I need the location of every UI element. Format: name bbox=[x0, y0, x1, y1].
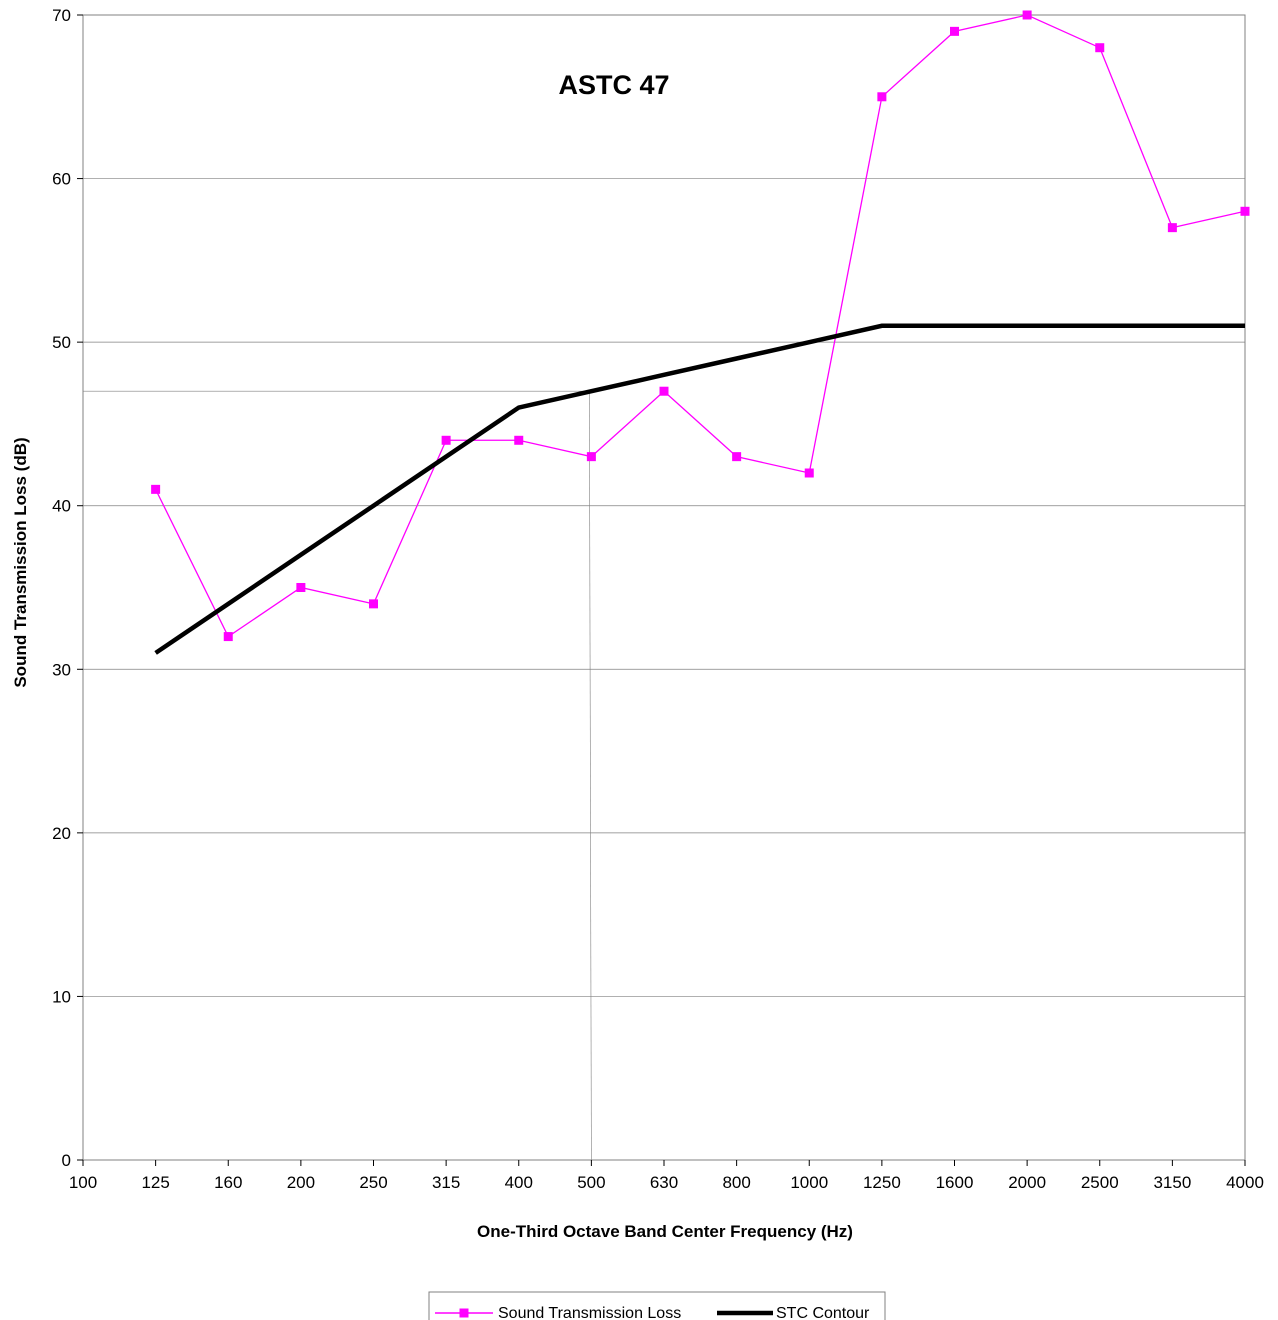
x-tick-label-2000: 2000 bbox=[1008, 1173, 1046, 1192]
x-tick-label-1000: 1000 bbox=[790, 1173, 828, 1192]
data-point-200 bbox=[296, 583, 306, 592]
x-axis-ticks: 100 125 160 200 250 315 400 500 630 800 1000 1250 16… bbox=[69, 1160, 1264, 1192]
data-point-1600 bbox=[950, 26, 959, 36]
x-tick-label-500: 500 bbox=[577, 1173, 605, 1192]
data-point-3150 bbox=[1167, 223, 1177, 233]
y-axis-title: Sound Transmission Loss (dB) bbox=[11, 437, 30, 687]
legend-box bbox=[428, 1291, 886, 1320]
y-tick-label-20: 20 bbox=[52, 824, 71, 843]
legend: Sound Transmission Loss STC Contour bbox=[428, 1291, 886, 1320]
data-point-160 bbox=[223, 632, 233, 642]
data-point-1250 bbox=[877, 92, 887, 102]
x-tick-label-160: 160 bbox=[214, 1173, 242, 1192]
data-point-2500 bbox=[1095, 43, 1105, 53]
y-tick-label-30: 30 bbox=[52, 660, 71, 679]
data-point-400 bbox=[514, 435, 524, 445]
x-tick-label-3150: 3150 bbox=[1153, 1173, 1191, 1192]
legend-items: Sound Transmission Loss STC Contour bbox=[435, 1305, 870, 1320]
data-point-500 bbox=[586, 452, 596, 462]
astc-annotation: ASTC 47 bbox=[558, 70, 669, 100]
gridlines bbox=[83, 178, 1245, 997]
x-tick-label-630: 630 bbox=[650, 1173, 678, 1192]
y-tick-label-0: 0 bbox=[62, 1151, 71, 1170]
y-tick-label-40: 40 bbox=[52, 497, 71, 516]
legend-marker-transmission-loss bbox=[459, 1308, 469, 1318]
x-tick-label-200: 200 bbox=[287, 1173, 315, 1192]
series-layer bbox=[151, 10, 1250, 655]
legend-label-stc-contour: STC Contour bbox=[776, 1305, 870, 1320]
x-tick-label-125: 125 bbox=[141, 1173, 169, 1192]
data-point-800 bbox=[732, 452, 742, 462]
y-tick-label-70: 70 bbox=[52, 6, 71, 25]
data-point-2000 bbox=[1022, 10, 1032, 20]
x-tick-label-100: 100 bbox=[69, 1173, 97, 1192]
x-tick-label-315: 315 bbox=[432, 1173, 460, 1192]
x-tick-label-250: 250 bbox=[359, 1173, 387, 1192]
x-axis-title: One-Third Octave Band Center Frequency (… bbox=[477, 1222, 853, 1241]
x-tick-label-1600: 1600 bbox=[936, 1173, 974, 1192]
data-point-250 bbox=[369, 599, 378, 609]
x-tick-label-4000: 4000 bbox=[1226, 1173, 1264, 1192]
data-point-1000 bbox=[804, 468, 814, 478]
plot-area-border bbox=[82, 14, 1246, 1161]
x-tick-label-400: 400 bbox=[505, 1173, 533, 1192]
series-line-stc-contour bbox=[154, 323, 1245, 655]
y-axis-ticks: 0 10 20 30 40 50 60 70 bbox=[52, 6, 83, 1170]
series-line-transmission-loss bbox=[155, 14, 1246, 638]
data-point-630 bbox=[659, 386, 669, 396]
x-tick-label-1250: 1250 bbox=[863, 1173, 901, 1192]
data-point-125 bbox=[151, 484, 161, 494]
y-tick-label-50: 50 bbox=[52, 333, 71, 352]
y-tick-label-60: 60 bbox=[52, 170, 71, 189]
x-tick-label-2500: 2500 bbox=[1081, 1173, 1119, 1192]
data-point-4000 bbox=[1240, 206, 1250, 216]
y-tick-label-10: 10 bbox=[52, 987, 71, 1006]
data-point-315 bbox=[441, 435, 451, 445]
reference-vertical-line bbox=[589, 391, 592, 1161]
legend-label-transmission-loss: Sound Transmission Loss bbox=[498, 1305, 681, 1320]
x-tick-label-800: 800 bbox=[722, 1173, 750, 1192]
